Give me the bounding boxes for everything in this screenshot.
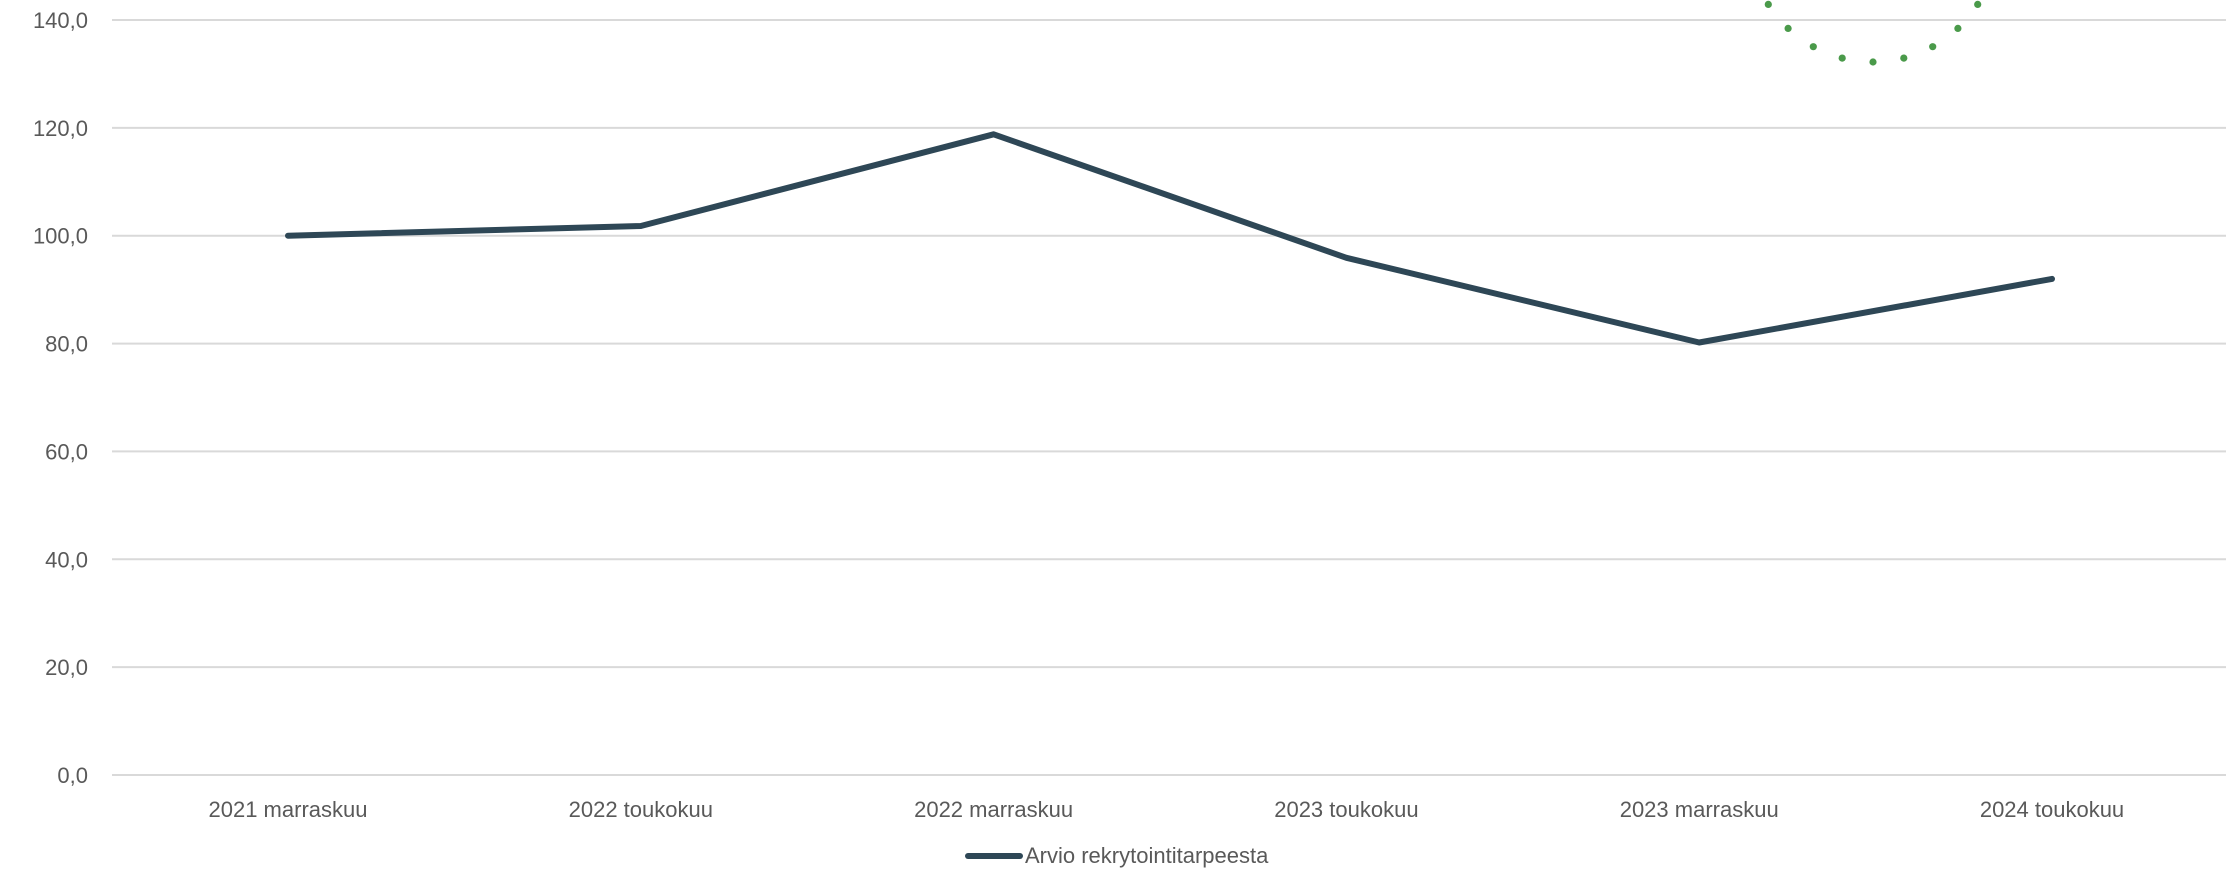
y-tick-label: 120,0 xyxy=(33,116,88,141)
gridlines xyxy=(112,19,2226,776)
y-tick-label: 80,0 xyxy=(45,332,88,357)
decorative-dot xyxy=(1838,54,1846,62)
legend-label: Arvio rekrytointitarpeesta xyxy=(1025,843,1269,868)
decorative-dot xyxy=(1784,24,1792,32)
decorative-dot xyxy=(1954,24,1962,32)
y-tick-label: 0,0 xyxy=(57,763,88,788)
decorative-dot xyxy=(1764,0,1772,8)
series-line xyxy=(285,131,2055,346)
decorative-dot xyxy=(1974,0,1982,8)
x-tick-label: 2023 marraskuu xyxy=(1620,797,1779,822)
y-tick-label: 140,0 xyxy=(33,8,88,33)
x-tick-label: 2024 toukokuu xyxy=(1980,797,2124,822)
legend: Arvio rekrytointitarpeesta xyxy=(965,843,1269,868)
y-tick-label: 100,0 xyxy=(33,224,88,249)
series-lines xyxy=(285,131,2055,346)
y-tick-label: 40,0 xyxy=(45,547,88,572)
decorative-dotted-arc xyxy=(1764,0,1982,66)
x-tick-label: 2022 toukokuu xyxy=(569,797,713,822)
x-tick-label: 2023 toukokuu xyxy=(1274,797,1418,822)
x-tick-label: 2022 marraskuu xyxy=(914,797,1073,822)
decorative-dot xyxy=(1900,54,1908,62)
x-tick-label: 2021 marraskuu xyxy=(209,797,368,822)
y-tick-label: 20,0 xyxy=(45,655,88,680)
y-axis-tick-labels: 0,0 20,0 40,0 60,0 80,0 100,0 120,0 140,0 xyxy=(33,8,88,788)
decorative-dot xyxy=(1929,43,1937,51)
x-axis-tick-labels: 2021 marraskuu 2022 toukokuu 2022 marrasku… xyxy=(209,797,2125,822)
decorative-dot xyxy=(1869,58,1877,66)
decorative-dot xyxy=(1809,43,1817,51)
y-tick-label: 60,0 xyxy=(45,439,88,464)
